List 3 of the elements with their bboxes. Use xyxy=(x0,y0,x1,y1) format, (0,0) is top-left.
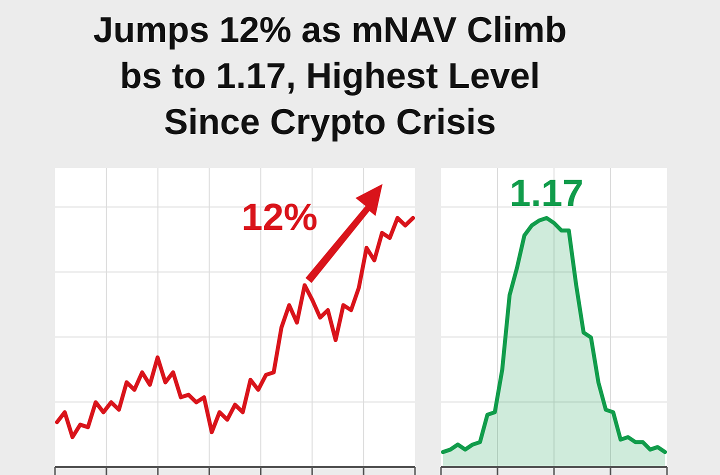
text: 1.17 xyxy=(510,173,584,215)
chart-title: Jumps 12% as mNAV Climb bs to 1.17, Highest Level Since Crypto Crisis xyxy=(93,9,567,142)
annotation: 12% xyxy=(241,197,318,239)
